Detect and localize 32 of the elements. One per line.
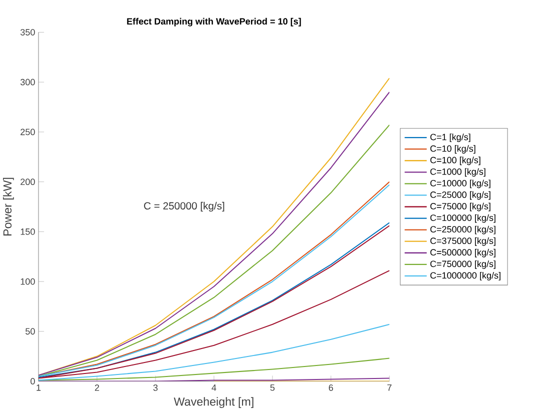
y-tick-label: 50 [26,328,35,335]
y-tick-label: 250 [20,128,35,136]
x-tick-label: 1 [36,384,41,391]
legend-label: C=75000 [kg/s] [430,202,490,212]
legend-label: C=500000 [kg/s] [430,248,496,258]
chart-title: Effect Damping with WavePeriod = 10 [s] [127,18,301,26]
y-tick-label: 150 [20,228,35,235]
x-tick-label: 7 [387,384,392,391]
legend-label: C=375000 [kg/s] [430,237,496,246]
y-tick-label: 200 [20,178,35,185]
x-tick-label: 2 [94,384,100,391]
legend-label: C=25000 [kg/s] [430,191,490,200]
x-axis-title: Waveheight [m] [174,397,254,408]
x-tick-label: 5 [270,384,275,391]
x-tick-label: 6 [328,384,334,391]
y-tick-label: 100 [20,278,35,285]
annotation: C = 250000 [kg/s] [144,202,224,212]
y-axis-title: Power [kW] [3,178,14,236]
legend-label: C=10 [kg/s] [430,145,476,154]
y-tick-label: 0 [30,378,35,384]
legend-label: C=250000 [kg/s] [430,226,496,234]
legend-label: C=100000 [kg/s] [430,214,496,223]
y-tick-label: 350 [20,29,35,36]
legend-label: C=10000 [kg/s] [430,180,490,188]
legend-label: C=1000000 [kg/s] [430,272,500,280]
legend-label: C=100 [kg/s] [430,156,480,166]
legend-label: C=750000 [kg/s] [430,260,496,269]
legend-label: C=1000 [kg/s] [430,168,486,177]
x-tick-label: 4 [212,384,216,391]
x-tick-label: 3 [153,384,158,391]
y-tick-label: 300 [20,78,35,86]
legend-label: C=1 [kg/s] [430,134,470,142]
